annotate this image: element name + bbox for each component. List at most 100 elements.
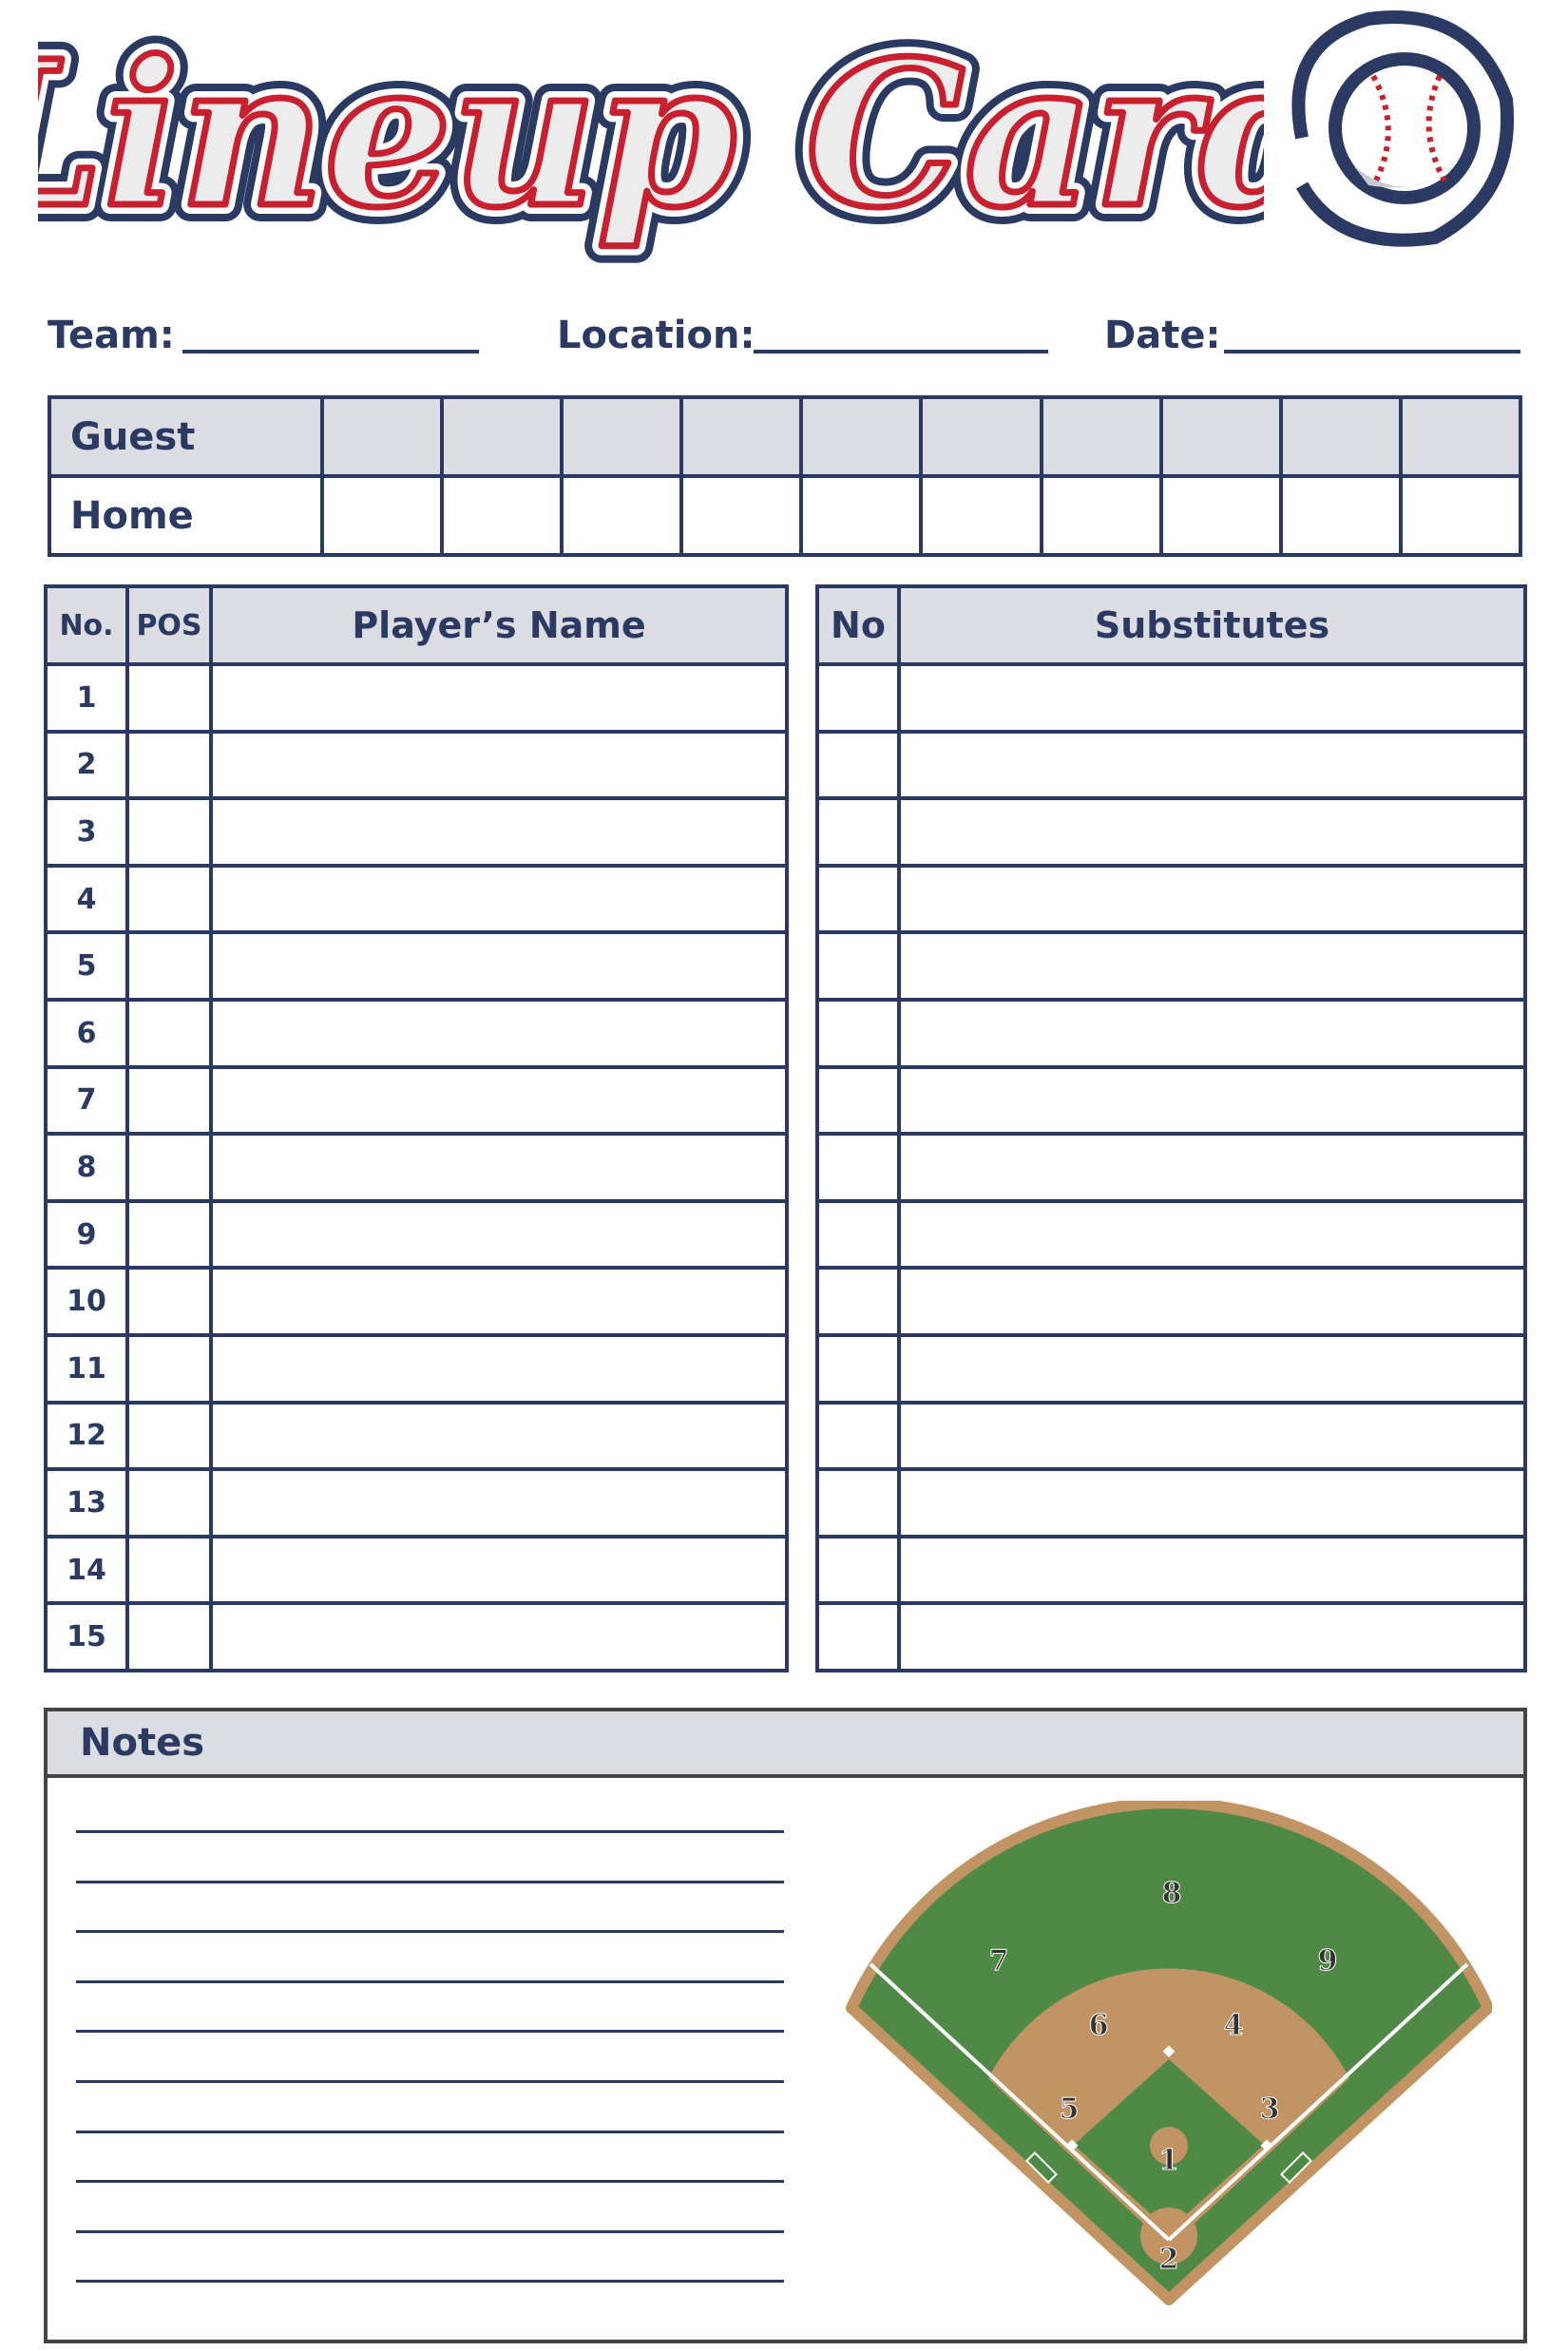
substitute-name-cell[interactable]	[897, 1601, 1527, 1672]
notes-line[interactable]	[76, 2229, 784, 2233]
notes-line[interactable]	[76, 2080, 784, 2083]
substitute-number-cell[interactable]	[815, 1266, 901, 1337]
substitute-name-cell[interactable]	[897, 1467, 1527, 1539]
inning-score-cell[interactable]	[1398, 474, 1523, 557]
player-name-cell[interactable]	[209, 1534, 789, 1606]
notes-line[interactable]	[76, 1979, 784, 1983]
inning-score-cell[interactable]	[679, 474, 804, 557]
notes-line[interactable]	[76, 2130, 784, 2133]
position-cell[interactable]	[125, 1467, 213, 1539]
position-cell[interactable]	[125, 1601, 213, 1672]
position-cell[interactable]	[125, 796, 213, 868]
inning-score-cell[interactable]	[799, 395, 924, 478]
substitute-name-cell[interactable]	[897, 1332, 1527, 1405]
substitute-name-cell[interactable]	[897, 997, 1527, 1069]
title-logo: Lineup Card Lineup Card Lineup Card	[38, 0, 1264, 266]
position-cell[interactable]	[125, 1332, 213, 1405]
inning-score-cell[interactable]	[1039, 395, 1163, 478]
player-name-cell[interactable]	[209, 1198, 789, 1271]
inning-score-cell[interactable]	[440, 395, 564, 478]
notes-line[interactable]	[76, 2280, 784, 2284]
substitute-number-cell[interactable]	[815, 997, 901, 1069]
player-name-cell[interactable]	[209, 930, 789, 1002]
substitute-name-cell[interactable]	[897, 1198, 1527, 1271]
substitute-name-cell[interactable]	[897, 1064, 1527, 1137]
player-name-cell[interactable]	[209, 1064, 789, 1137]
inning-score-cell[interactable]	[319, 395, 445, 478]
date-input[interactable]	[1224, 350, 1520, 354]
substitute-number-cell[interactable]	[815, 1332, 901, 1405]
position-cell[interactable]	[125, 1534, 213, 1606]
inning-score-cell[interactable]	[560, 474, 684, 557]
substitute-number-cell[interactable]	[815, 796, 901, 868]
inning-score-cell[interactable]	[319, 474, 445, 557]
position-cell[interactable]	[125, 997, 213, 1069]
position-cell[interactable]	[125, 863, 213, 935]
inning-score-cell[interactable]	[1039, 474, 1163, 557]
substitute-number-cell[interactable]	[815, 1467, 901, 1539]
position-cell[interactable]	[125, 1132, 213, 1203]
notes-line[interactable]	[76, 1880, 784, 1883]
location-input[interactable]	[754, 350, 1048, 354]
player-name-cell[interactable]	[209, 729, 789, 801]
substitute-number-cell[interactable]	[815, 1132, 901, 1203]
player-name-cell[interactable]	[209, 1266, 789, 1337]
player-name-cell[interactable]	[209, 662, 789, 734]
position-cell[interactable]	[125, 662, 213, 734]
inning-score-cell[interactable]	[1278, 395, 1403, 478]
substitute-name-cell[interactable]	[897, 1132, 1527, 1203]
substitute-name-cell[interactable]	[897, 662, 1527, 734]
position-cell[interactable]	[125, 930, 213, 1002]
position-cell[interactable]	[125, 1400, 213, 1472]
inning-score-cell[interactable]	[1398, 395, 1523, 478]
substitute-name-cell[interactable]	[897, 863, 1527, 935]
substitute-name-cell[interactable]	[897, 1534, 1527, 1606]
inning-score-cell[interactable]	[560, 395, 684, 478]
inning-score-cell[interactable]	[919, 395, 1043, 478]
position-cell[interactable]	[125, 1198, 213, 1271]
position-cell[interactable]	[125, 1266, 213, 1337]
scoreboard-table: Guest Home	[48, 395, 1523, 557]
substitute-number-cell[interactable]	[815, 1064, 901, 1137]
substitute-name-cell[interactable]	[897, 729, 1527, 801]
substitute-number-cell[interactable]	[815, 1534, 901, 1606]
player-name-cell[interactable]	[209, 863, 789, 935]
substitute-number-cell[interactable]	[815, 863, 901, 935]
column-header-pos: POS	[125, 584, 213, 666]
player-name-cell[interactable]	[209, 796, 789, 868]
notes-line[interactable]	[76, 2030, 784, 2034]
player-name-cell[interactable]	[209, 1400, 789, 1472]
pitchers-mound	[1150, 2127, 1188, 2165]
notes-line[interactable]	[76, 2180, 784, 2184]
substitute-number-cell[interactable]	[815, 930, 901, 1002]
substitute-name-cell[interactable]	[897, 930, 1527, 1002]
substitute-number-cell[interactable]	[815, 662, 901, 734]
player-name-cell[interactable]	[209, 997, 789, 1069]
player-name-cell[interactable]	[209, 1467, 789, 1539]
substitute-number-cell[interactable]	[815, 729, 901, 801]
substitute-number-cell[interactable]	[815, 1198, 901, 1271]
player-name-cell[interactable]	[209, 1332, 789, 1405]
player-name-cell[interactable]	[209, 1132, 789, 1203]
position-cell[interactable]	[125, 729, 213, 801]
substitute-name-cell[interactable]	[897, 1400, 1527, 1472]
notes-line[interactable]	[76, 1830, 784, 1833]
inning-score-cell[interactable]	[799, 474, 924, 557]
inning-score-cell[interactable]	[1158, 474, 1283, 557]
column-header-name: Substitutes	[897, 584, 1527, 666]
inning-score-cell[interactable]	[1278, 474, 1403, 557]
position-cell[interactable]	[125, 1064, 213, 1137]
inning-score-cell[interactable]	[919, 474, 1043, 557]
notes-line[interactable]	[76, 1930, 784, 1934]
team-input[interactable]	[182, 350, 479, 354]
home-plate-area	[1140, 2208, 1197, 2265]
substitute-number-cell[interactable]	[815, 1601, 901, 1672]
inning-score-cell[interactable]	[440, 474, 564, 557]
substitute-name-cell[interactable]	[897, 1266, 1527, 1337]
player-name-cell[interactable]	[209, 1601, 789, 1672]
substitute-name-cell[interactable]	[897, 796, 1527, 868]
inning-score-cell[interactable]	[1158, 395, 1283, 478]
inning-score-cell[interactable]	[679, 395, 804, 478]
substitute-number-cell[interactable]	[815, 1400, 901, 1472]
